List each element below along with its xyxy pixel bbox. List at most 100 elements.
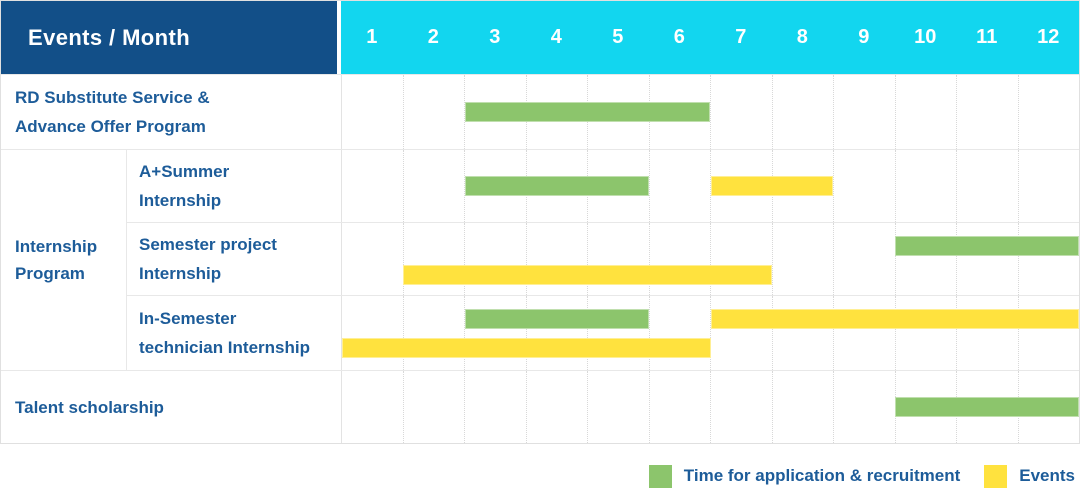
- month-grid-cell: [342, 371, 403, 443]
- application-bar: [464, 176, 650, 196]
- month-grid-cell: [464, 223, 526, 295]
- events-bar: [710, 309, 1079, 329]
- group-label-line: Internship: [15, 237, 98, 256]
- month-grid-cell: [956, 296, 1018, 370]
- application-color-swatch: [648, 464, 672, 488]
- internship-program-group: Internship Program A+Summer Internship S…: [1, 149, 1079, 370]
- month-grid-cell: [710, 371, 772, 443]
- month-grid-cell: [402, 150, 465, 222]
- month-grid-cell: [894, 150, 957, 222]
- month-grid-cell: [710, 223, 772, 295]
- month-grid-cell: [771, 223, 834, 295]
- month-grid-cell: [956, 223, 1018, 295]
- month-grid-cell: [956, 75, 1018, 149]
- row-a-plus-summer-internship: A+Summer Internship: [127, 150, 1079, 222]
- month-label: 8: [796, 26, 808, 48]
- month-grid-cell: [402, 223, 465, 295]
- month-label: 4: [550, 26, 562, 48]
- month-label: 12: [1037, 26, 1060, 48]
- events-bar: [342, 338, 711, 358]
- chart-row-talent-scholarship: [341, 371, 1079, 443]
- application-bar: [464, 102, 711, 122]
- month-grid-cell: [648, 150, 711, 222]
- legend-item-events: Events: [984, 464, 1075, 488]
- month-grid-cell: [771, 296, 834, 370]
- month-grid-cell: [710, 75, 772, 149]
- month-grid-cell: [710, 150, 772, 222]
- month-grid-cell: [833, 150, 895, 222]
- row-label-a-plus-summer-internship: A+Summer Internship: [127, 150, 341, 222]
- row-talent-scholarship: Talent scholarship: [1, 370, 1079, 443]
- chart-row-semester-project-internship: [341, 223, 1079, 295]
- month-grid-cell: [710, 296, 772, 370]
- row-label-line: Advance Offer Program: [15, 117, 206, 136]
- row-label-line: Internship: [139, 264, 222, 283]
- legend-label-events: Events: [1019, 466, 1075, 485]
- month-label: 11: [976, 26, 998, 48]
- month-grid-cell: [894, 296, 957, 370]
- events-color-swatch: [984, 464, 1008, 488]
- events-bar: [710, 176, 834, 196]
- month-grid-cell: [648, 223, 711, 295]
- row-in-semester-technician-internship: In-Semester technician Internship: [127, 295, 1079, 370]
- events-month-header: Events / Month: [1, 1, 341, 74]
- chart-row-in-semester-technician-internship: [341, 296, 1079, 370]
- row-label-semester-project-internship: Semester project Internship: [127, 223, 341, 295]
- month-grid-cell: [342, 223, 403, 295]
- row-label-line: In-Semester: [139, 309, 237, 328]
- month-header-row: 1 2 3 4 5 6 7 8 9 10 11 12: [341, 1, 1079, 74]
- month-label: 3: [489, 26, 501, 48]
- month-label: 9: [858, 26, 870, 48]
- month-grid-cell: [402, 296, 465, 370]
- month-grid-cell: [587, 296, 649, 370]
- application-bar: [464, 309, 650, 329]
- application-bar: [894, 397, 1079, 417]
- month-grid-cell: [402, 75, 465, 149]
- month-grid-cell: [402, 371, 465, 443]
- month-grid-cell: [833, 296, 895, 370]
- month-grid-cell: [648, 371, 711, 443]
- month-label: 2: [427, 26, 439, 48]
- month-grid-cell: [833, 75, 895, 149]
- month-label: 5: [612, 26, 624, 48]
- month-grid-cell: [648, 296, 711, 370]
- chart-row-rd-substitute-service: [341, 75, 1079, 149]
- legend: Time for application & recruitment Event…: [0, 444, 1080, 488]
- row-label-in-semester-technician-internship: In-Semester technician Internship: [127, 296, 341, 370]
- month-grid-cell: [587, 371, 649, 443]
- month-label: 6: [673, 26, 685, 48]
- month-grid-cell: [464, 296, 526, 370]
- month-grid-cell: [464, 371, 526, 443]
- chart-row-a-plus-summer-internship: [341, 150, 1079, 222]
- events-month-header-label: Events / Month: [28, 24, 191, 50]
- row-label-talent-scholarship: Talent scholarship: [1, 371, 341, 443]
- month-grid-cell: [525, 296, 588, 370]
- row-label-line: RD Substitute Service &: [15, 88, 210, 107]
- application-bar: [894, 236, 1079, 256]
- month-grid-cell: [1017, 296, 1080, 370]
- group-label-line: Program: [15, 264, 85, 283]
- row-label-line: technician Internship: [139, 338, 310, 357]
- month-grid-cell: [1017, 223, 1080, 295]
- events-bar: [403, 265, 772, 285]
- row-label-line: Semester project: [139, 235, 277, 254]
- month-grid-cell: [342, 150, 403, 222]
- month-label: 10: [914, 26, 937, 48]
- group-label-internship-program: Internship Program: [1, 150, 126, 370]
- row-label-line: A+Summer: [139, 162, 230, 181]
- month-label: 7: [735, 26, 747, 48]
- month-grid-cell: [894, 223, 957, 295]
- month-grid-cell: [894, 75, 957, 149]
- month-grid-cell: [833, 223, 895, 295]
- row-rd-substitute-service: RD Substitute Service & Advance Offer Pr…: [1, 74, 1079, 149]
- month-grid-cell: [1017, 150, 1080, 222]
- month-grid-cell: [833, 371, 895, 443]
- row-label-line: Talent scholarship: [15, 397, 164, 417]
- month-grid-cell: [342, 296, 403, 370]
- table-header: Events / Month 1 2 3 4 5 6 7 8 9 10 11 12: [1, 1, 1079, 74]
- row-semester-project-internship: Semester project Internship: [127, 222, 1079, 295]
- month-grid-cell: [956, 150, 1018, 222]
- month-grid-cell: [525, 223, 588, 295]
- month-grid-cell: [1017, 75, 1080, 149]
